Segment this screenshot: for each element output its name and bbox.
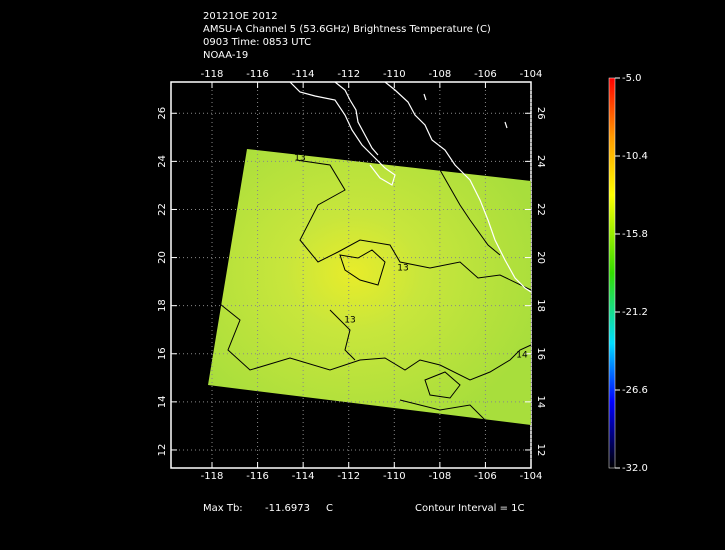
footer: Max Tb: -11.6973 C Contour Interval = 1C bbox=[203, 503, 525, 514]
colorbar-tick-label: -10.4 bbox=[622, 151, 648, 162]
contour-label: 14 bbox=[516, 351, 528, 361]
data-swath bbox=[208, 149, 531, 425]
max-label: Max Tb: bbox=[203, 503, 243, 514]
contour bbox=[214, 299, 532, 381]
lat-tick-label: 16 bbox=[535, 347, 546, 360]
coastline bbox=[289, 81, 532, 293]
contour bbox=[439, 169, 501, 256]
island bbox=[423, 93, 508, 129]
colorbar-tick-label: -32.0 bbox=[622, 463, 648, 474]
lat-tick-label: 12 bbox=[535, 444, 546, 457]
coast-mainland bbox=[384, 81, 532, 293]
contour bbox=[339, 249, 386, 286]
contour-label: 13 bbox=[344, 316, 355, 326]
lat-tick-label: 14 bbox=[157, 395, 168, 408]
lon-tick-label: -112 bbox=[337, 69, 360, 80]
lon-tick-label: -110 bbox=[383, 69, 406, 80]
lat-tick-label: 14 bbox=[535, 395, 546, 408]
colorbar-tick-label: -21.2 bbox=[622, 307, 648, 318]
colorbar-ticks: -5.0 -10.4 -15.8 -21.2 -26.6 -32.0 bbox=[615, 73, 648, 474]
header-line: AMSU-A Channel 5 (53.6GHz) Brightness Te… bbox=[203, 24, 491, 35]
contour-label: 13 bbox=[397, 264, 408, 274]
lat-tick-label: 20 bbox=[157, 251, 168, 264]
header-line: 0903 Time: 0853 UTC bbox=[203, 37, 311, 48]
colorbar-tick-label: -26.6 bbox=[622, 385, 648, 396]
lat-tick-label: 20 bbox=[535, 251, 546, 264]
lat-tick-label: 22 bbox=[157, 203, 168, 216]
lat-tick-label: 18 bbox=[157, 299, 168, 312]
lon-tick-label: -118 bbox=[201, 69, 224, 80]
header-line: 20121OE 2012 bbox=[203, 11, 278, 22]
lat-tick-label: 26 bbox=[157, 107, 168, 120]
lon-tick-label: -112 bbox=[337, 471, 360, 482]
coast-baja bbox=[289, 81, 396, 186]
lon-tick-label: -104 bbox=[520, 69, 543, 80]
lon-tick-label: -118 bbox=[201, 471, 224, 482]
coast-baja-east bbox=[334, 81, 379, 156]
contour bbox=[329, 309, 356, 361]
contour bbox=[295, 159, 532, 291]
contour-label: 13 bbox=[294, 154, 305, 164]
lon-tick-label: -106 bbox=[474, 471, 497, 482]
header: 20121OE 2012 AMSU-A Channel 5 (53.6GHz) B… bbox=[203, 11, 491, 61]
colorbar bbox=[608, 77, 616, 469]
lon-tick-label: -116 bbox=[246, 69, 269, 80]
lat-tick-label: 24 bbox=[157, 155, 168, 168]
lon-tick-label: -108 bbox=[429, 471, 452, 482]
lat-tick-label: 16 bbox=[157, 347, 168, 360]
lon-tick-label: -106 bbox=[474, 69, 497, 80]
contours bbox=[214, 159, 532, 421]
max-unit: C bbox=[326, 503, 333, 514]
lon-tick-label: -108 bbox=[429, 69, 452, 80]
lat-tick-label: 18 bbox=[535, 299, 546, 312]
contour-labels: 13 13 13 14 bbox=[294, 154, 528, 361]
lat-tick-label: 26 bbox=[535, 107, 546, 120]
header-line: NOAA-19 bbox=[203, 50, 248, 61]
graticule: -118 -118 -116 -116 -114 -114 -112 -112 -110 -110… bbox=[157, 69, 546, 482]
colorbar-tick-label: -5.0 bbox=[622, 73, 642, 84]
contour-interval: Contour Interval = 1C bbox=[415, 503, 525, 514]
lat-tick-label: 24 bbox=[535, 155, 546, 168]
lat-tick-label: 22 bbox=[535, 203, 546, 216]
lon-tick-label: -104 bbox=[520, 471, 543, 482]
lon-tick-label: -114 bbox=[292, 69, 315, 80]
max-value: -11.6973 bbox=[265, 503, 310, 514]
lat-tick-label: 12 bbox=[157, 444, 168, 457]
lon-tick-label: -116 bbox=[246, 471, 269, 482]
lon-tick-label: -114 bbox=[292, 471, 315, 482]
lon-tick-label: -110 bbox=[383, 471, 406, 482]
colorbar-tick-label: -15.8 bbox=[622, 229, 648, 240]
contour bbox=[424, 371, 461, 399]
contour bbox=[399, 399, 486, 421]
